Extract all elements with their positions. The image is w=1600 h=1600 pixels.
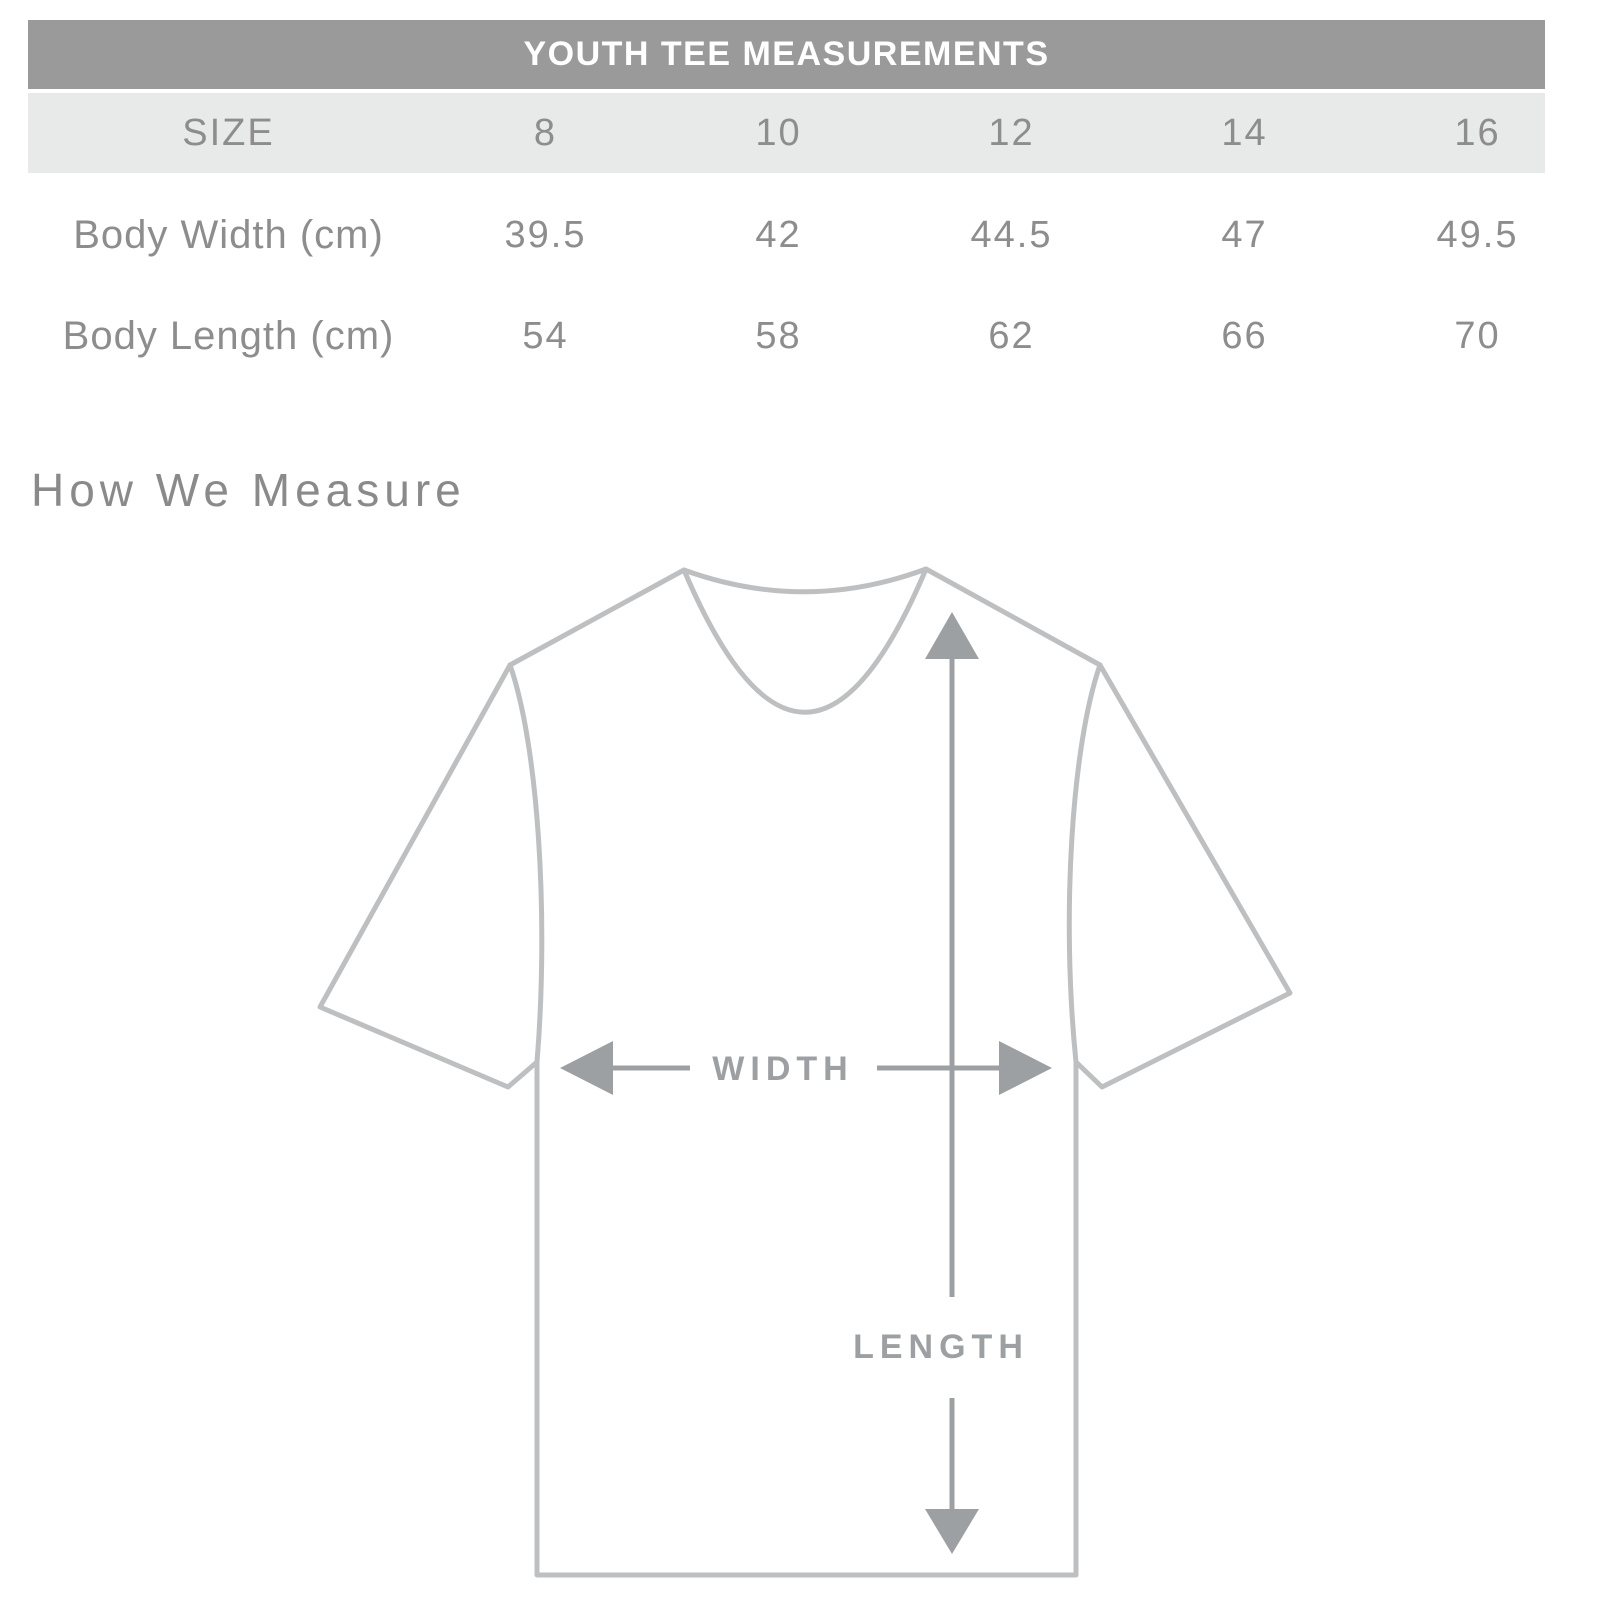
body-width-size-12: 44.5 — [970, 214, 1053, 256]
body-length-size-14: 66 — [1221, 315, 1268, 357]
tee-outline — [317, 566, 1293, 1578]
tee-neckline — [681, 566, 929, 715]
size-column-12: 12 — [988, 111, 1035, 154]
row-label: Body Length (cm) — [62, 314, 395, 358]
width-arrow-right-head — [999, 1041, 1052, 1095]
tee-left-armhole-seam — [507, 662, 545, 1065]
table-body: Body Width (cm) 39.5 42 44.5 47 49.5 Bod… — [28, 185, 1545, 387]
size-column-16: 16 — [1454, 111, 1501, 154]
body-length-size-8: 54 — [522, 315, 569, 357]
table-row-body-width: Body Width (cm) 39.5 42 44.5 47 49.5 — [28, 185, 1545, 286]
size-column-8: 8 — [533, 111, 558, 154]
size-column-10: 10 — [755, 111, 802, 154]
table-title: YOUTH TEE MEASUREMENTS — [523, 35, 1050, 73]
length-arrow-bottom-head — [925, 1509, 979, 1554]
body-width-size-16: 49.5 — [1436, 214, 1519, 256]
size-header-row: SIZE 8 10 12 14 16 — [28, 93, 1545, 173]
how-we-measure-heading: How We Measure — [31, 464, 466, 516]
width-arrow: WIDTH — [560, 1041, 1052, 1095]
body-length-size-16: 70 — [1454, 315, 1501, 357]
table-row-body-length: Body Length (cm) 54 58 62 66 70 — [28, 286, 1545, 387]
width-arrow-left-head — [560, 1041, 613, 1095]
body-width-size-10: 42 — [755, 214, 802, 256]
body-length-size-12: 62 — [988, 315, 1035, 357]
body-width-size-8: 39.5 — [504, 214, 587, 256]
length-label: LENGTH — [853, 1328, 1029, 1366]
row-label: Body Width (cm) — [73, 213, 384, 257]
length-arrow-top-head — [925, 612, 979, 659]
tee-right-armhole-seam — [1066, 662, 1103, 1065]
length-arrow: LENGTH — [853, 612, 1029, 1554]
body-width-size-14: 47 — [1221, 214, 1268, 256]
body-length-size-10: 58 — [755, 315, 802, 357]
width-label: WIDTH — [712, 1050, 853, 1088]
size-column-14: 14 — [1221, 111, 1268, 154]
table-header-bar: YOUTH TEE MEASUREMENTS — [28, 20, 1545, 89]
size-header-label: SIZE — [182, 111, 275, 154]
